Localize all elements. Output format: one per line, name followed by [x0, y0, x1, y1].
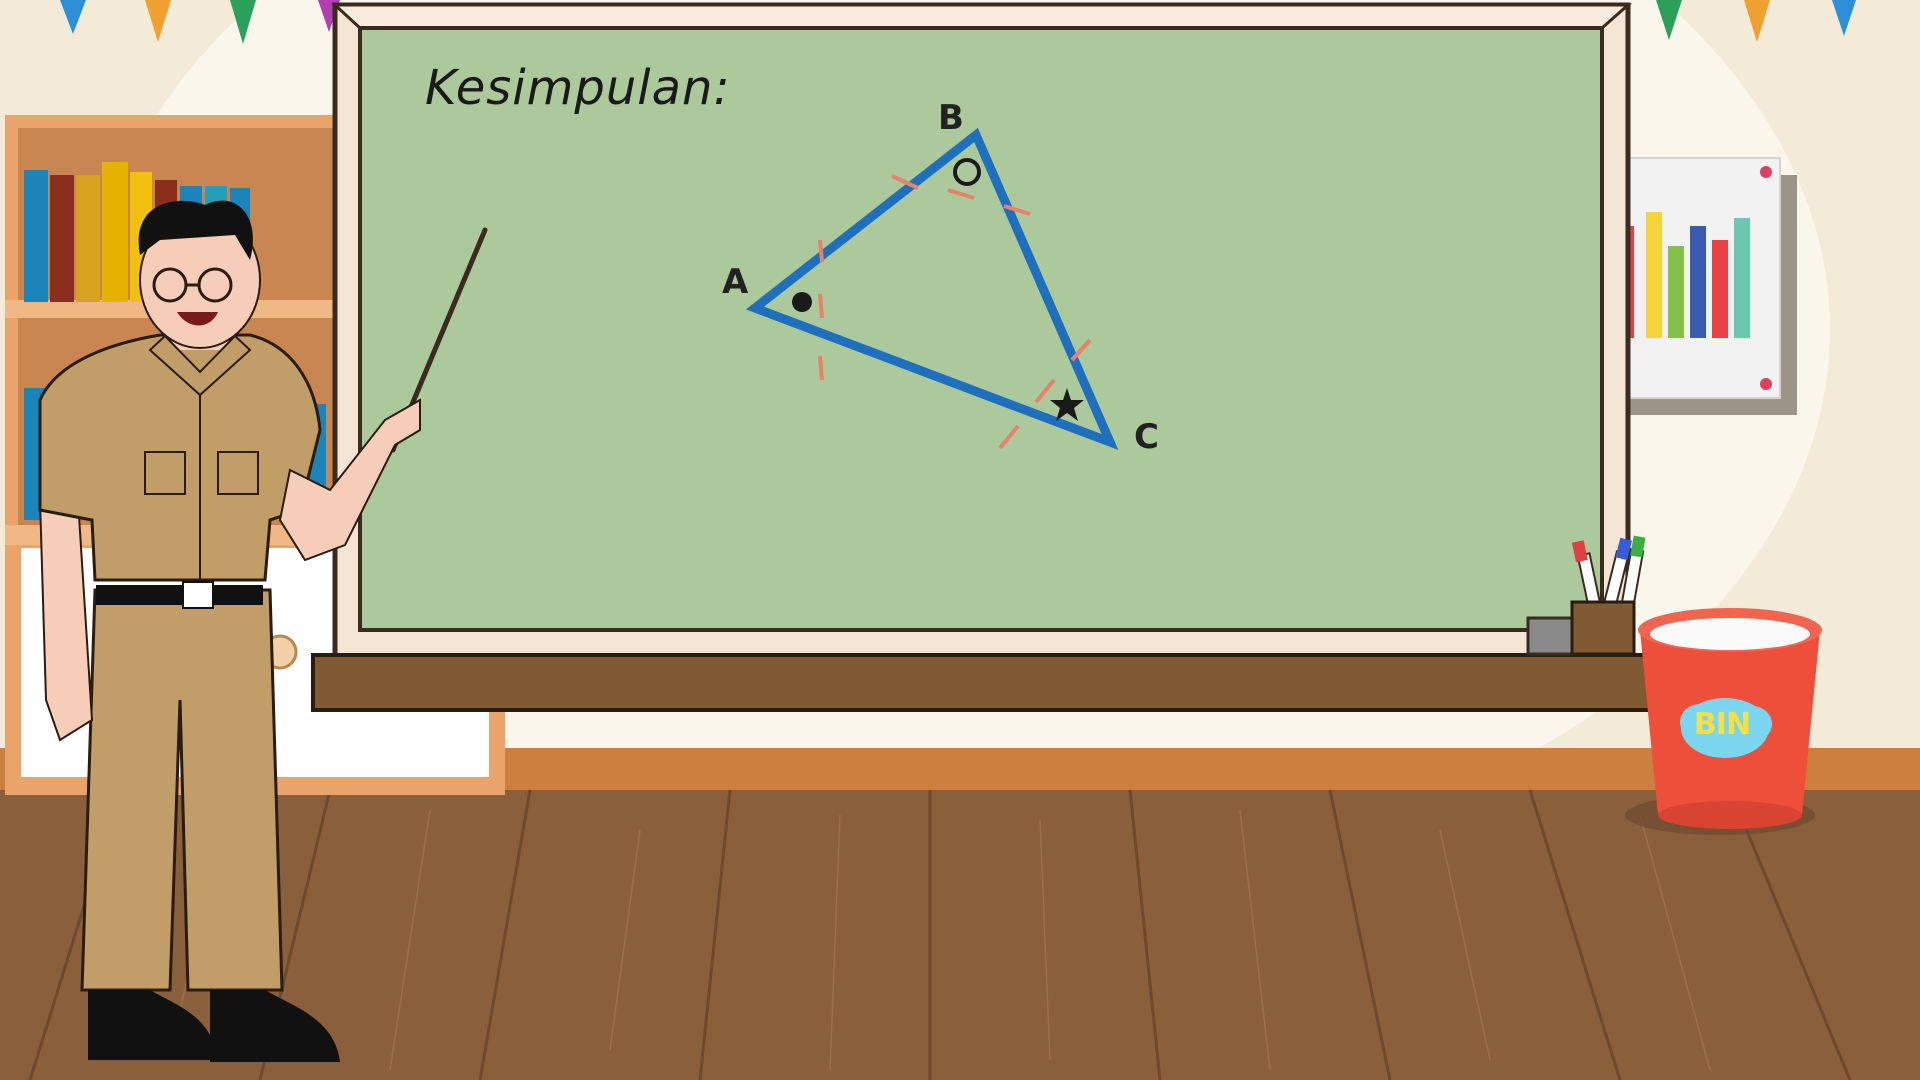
triangle-abc — [745, 127, 1119, 450]
angle-c-star-icon — [1050, 388, 1084, 421]
triangle-diagram — [745, 127, 1119, 450]
congruence-ticks — [818, 174, 1092, 450]
board-frame — [331, 2, 1632, 668]
teacher-character — [38, 200, 421, 1062]
board-tray — [311, 653, 1652, 712]
eraser — [1526, 616, 1574, 656]
angle-b-circle-icon — [953, 158, 981, 186]
vertex-label-b: B — [938, 98, 964, 138]
trash-bin — [1625, 608, 1822, 835]
angle-a-dot-icon — [792, 292, 812, 312]
vertex-label-a: A — [722, 262, 749, 302]
bin-label: BIN — [1693, 707, 1751, 742]
board-title: Kesimpulan: — [425, 60, 731, 116]
bunting — [60, 0, 1856, 44]
marker-cup — [1570, 535, 1646, 656]
vertex-label-c: C — [1134, 417, 1159, 457]
chalkboard — [358, 26, 1604, 632]
